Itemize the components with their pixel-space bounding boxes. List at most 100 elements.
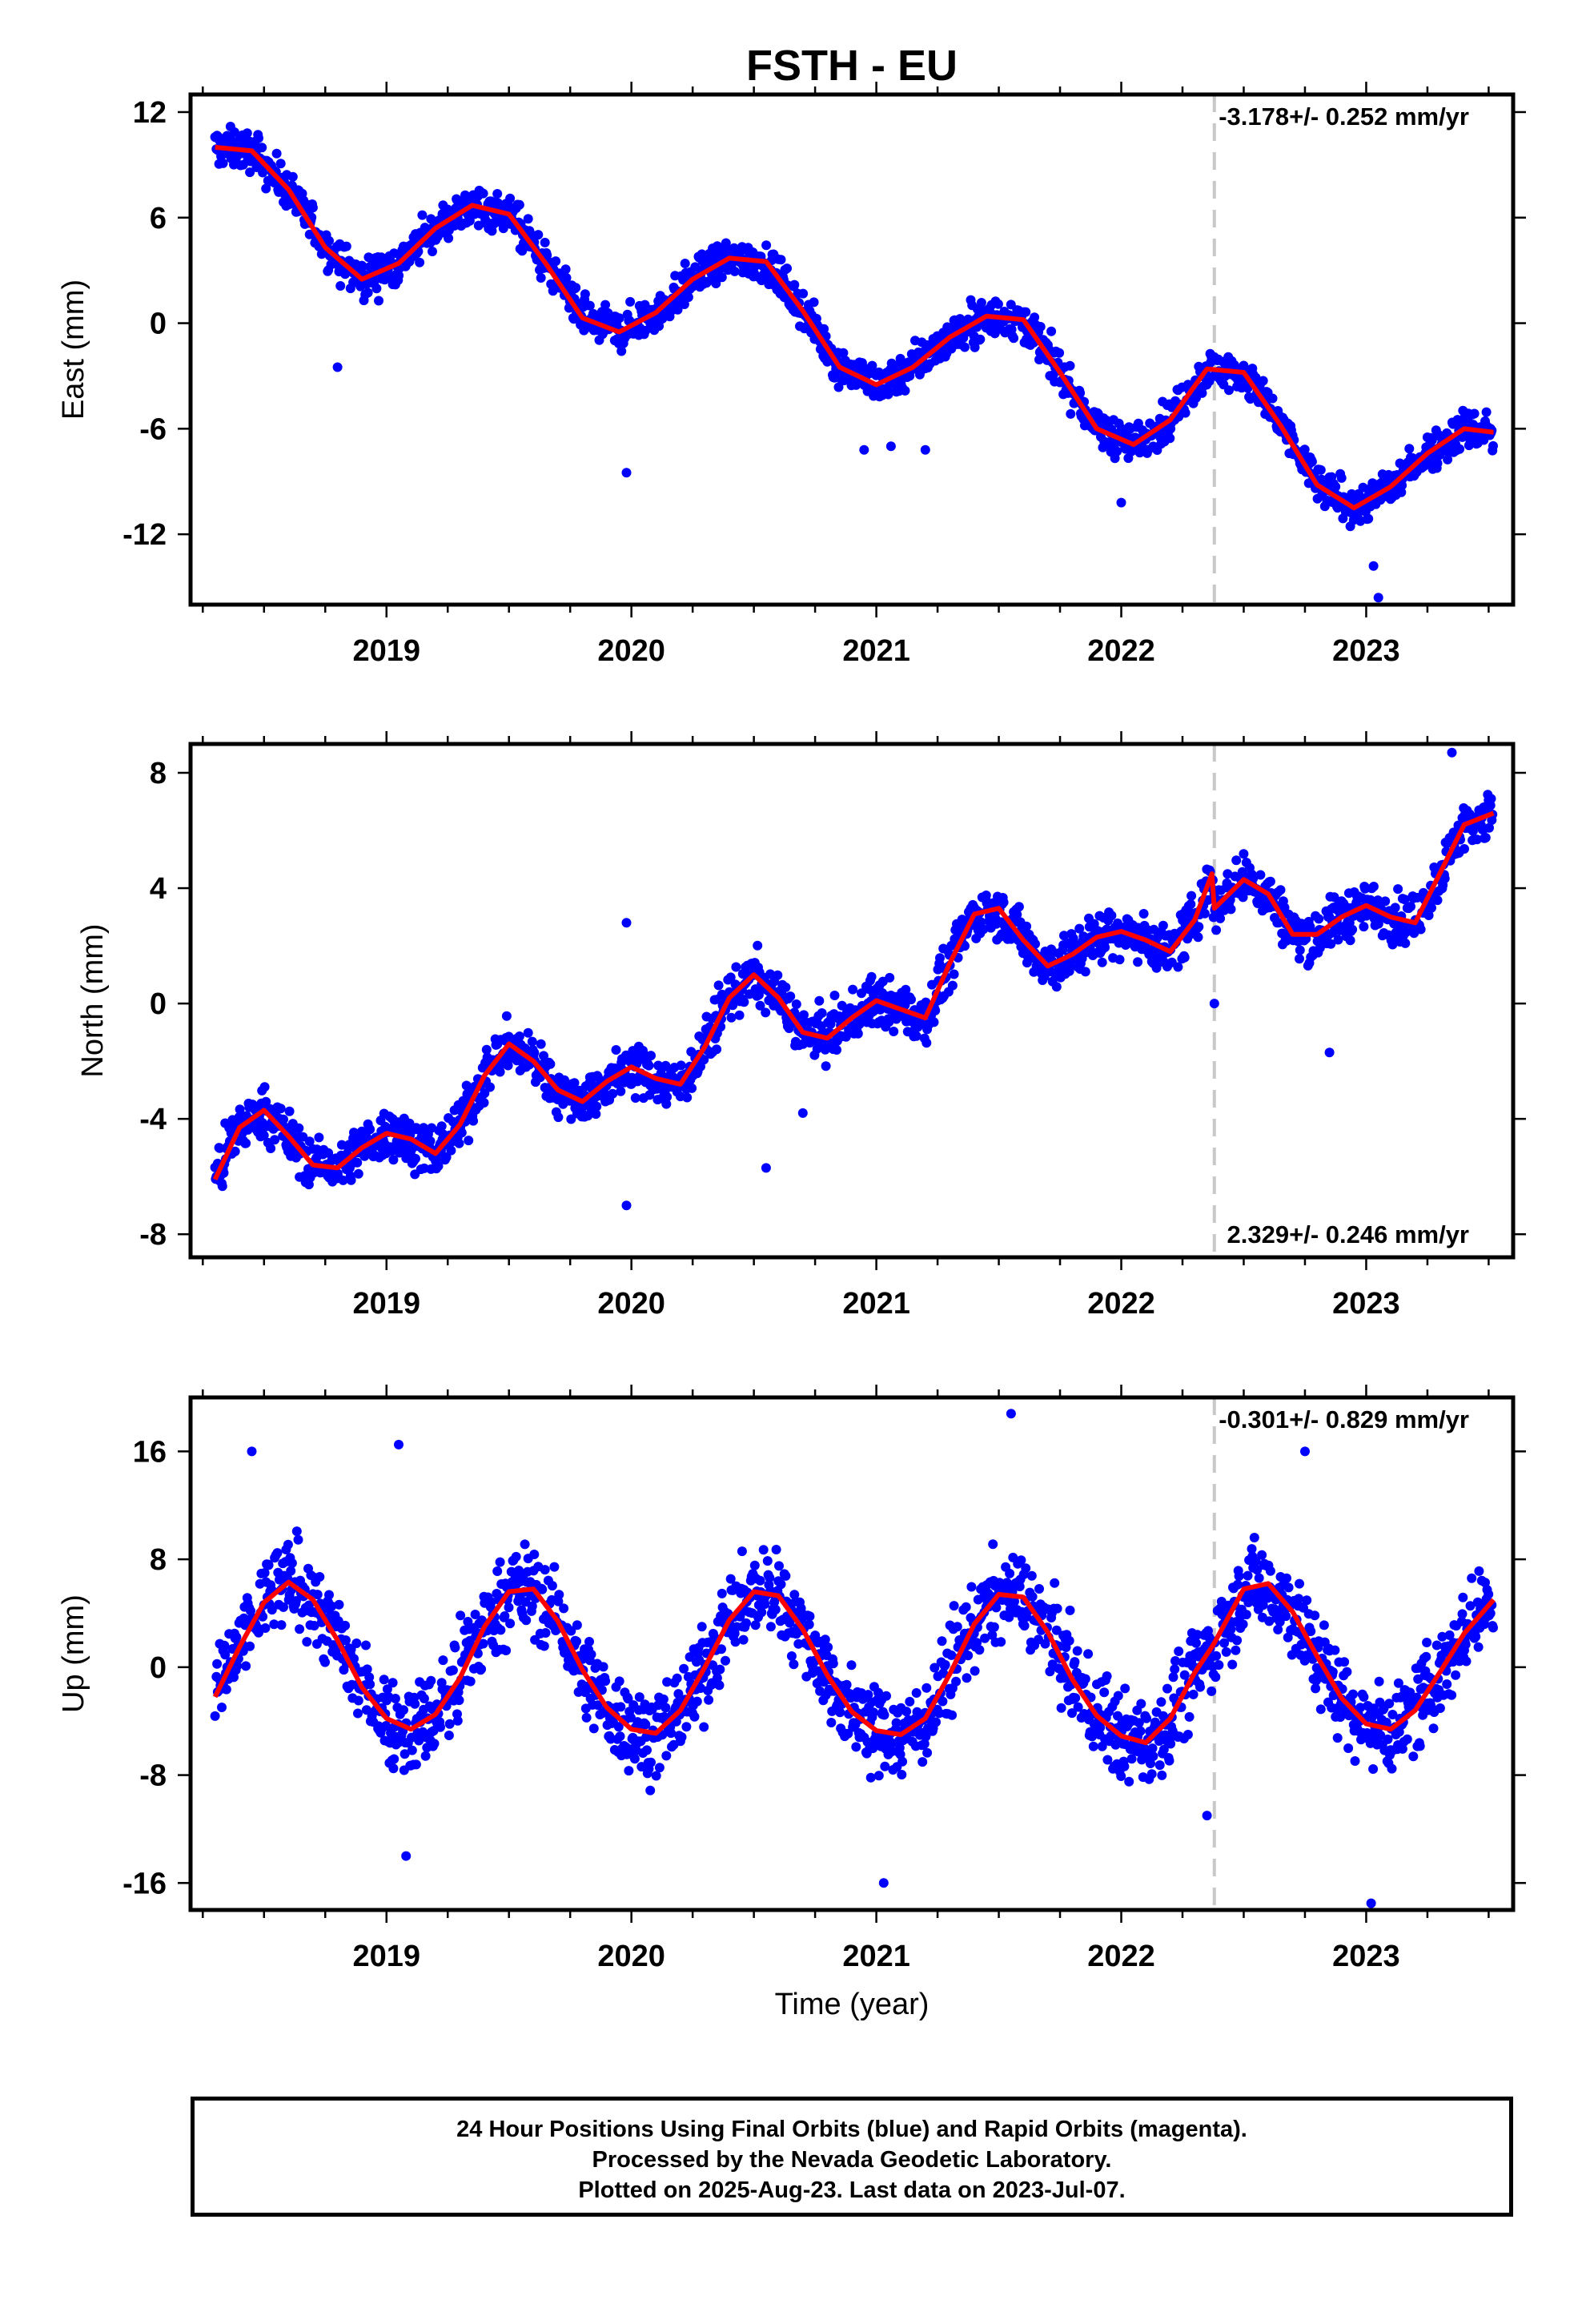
east-y-tick-label: -12 — [122, 518, 167, 552]
up-data-point — [379, 1675, 389, 1685]
up-data-point — [260, 1623, 271, 1633]
north-data-point — [949, 969, 959, 979]
up-data-point — [210, 1711, 220, 1721]
up-data-point — [1080, 1674, 1090, 1684]
north-data-point — [261, 1096, 271, 1107]
north-data-point — [853, 1028, 863, 1039]
north-data-point — [1100, 943, 1110, 952]
east-data-point — [560, 264, 571, 275]
up-data-point — [721, 1655, 730, 1666]
north-data-point — [621, 1200, 632, 1211]
up-data-point — [241, 1661, 251, 1671]
north-data-point — [468, 1116, 479, 1126]
up-data-point — [771, 1545, 781, 1554]
up-data-point — [952, 1622, 962, 1632]
east-data-point — [523, 214, 533, 224]
east-data-point — [218, 158, 228, 168]
east-data-point — [324, 235, 334, 246]
north-data-point — [1097, 957, 1107, 967]
up-data-point — [781, 1570, 791, 1581]
up-data-point — [642, 1745, 652, 1755]
north-data-point — [1051, 982, 1062, 992]
north-data-point — [1014, 902, 1024, 912]
north-data-point — [514, 1031, 524, 1041]
up-data-point — [334, 1599, 344, 1610]
north-y-tick-label: 0 — [150, 987, 167, 1021]
up-data-point — [212, 1659, 223, 1669]
up-data-point — [324, 1590, 334, 1600]
north-data-point — [1359, 922, 1369, 932]
up-data-point — [426, 1675, 436, 1686]
east-data-point — [426, 214, 436, 224]
north-data-point — [425, 1136, 436, 1146]
east-data-point — [542, 250, 552, 260]
up-data-point — [677, 1732, 687, 1743]
east-data-point — [600, 300, 611, 310]
east-data-point — [883, 389, 893, 400]
east-data-point — [819, 324, 829, 334]
up-data-point — [765, 1573, 775, 1583]
up-data-point — [1195, 1682, 1205, 1692]
up-data-point — [496, 1625, 506, 1635]
east-data-point — [1258, 376, 1268, 386]
up-data-point — [450, 1642, 460, 1653]
up-data-point — [1184, 1711, 1195, 1722]
north-data-point — [275, 1104, 286, 1114]
north-data-point — [1080, 967, 1090, 977]
east-data-point — [1054, 348, 1065, 358]
north-data-point — [621, 918, 632, 928]
east-y-tick-label: 6 — [150, 202, 167, 235]
up-data-point — [1136, 1699, 1146, 1709]
north-y-tick-label: 8 — [150, 757, 167, 790]
up-data-point — [411, 1759, 421, 1770]
east-data-point — [1455, 444, 1465, 454]
up-data-point — [1064, 1635, 1074, 1646]
up-data-point — [1050, 1578, 1060, 1588]
east-data-point — [1315, 464, 1326, 475]
north-data-point — [1380, 896, 1391, 907]
east-data-point — [540, 237, 550, 247]
north-data-point — [1239, 849, 1249, 859]
east-data-point — [614, 313, 624, 324]
east-data-point — [242, 128, 252, 139]
up-data-point — [1113, 1691, 1123, 1701]
up-data-point — [302, 1637, 312, 1647]
east-data-point — [478, 188, 488, 199]
north-data-point — [1480, 833, 1491, 842]
north-data-point — [411, 1153, 420, 1164]
up-data-point — [1211, 1672, 1221, 1683]
up-data-point — [1211, 1651, 1222, 1661]
up-data-point — [758, 1545, 769, 1555]
north-data-point — [1255, 870, 1266, 880]
north-data-point — [545, 1059, 556, 1069]
east-data-point — [1427, 435, 1437, 445]
up-data-point — [881, 1691, 891, 1701]
east-data-point — [683, 292, 693, 303]
up-data-point — [741, 1618, 751, 1628]
east-x-tick-label: 2022 — [1087, 634, 1155, 668]
up-data-point — [581, 1712, 592, 1723]
up-data-point — [911, 1688, 921, 1698]
north-data-point — [279, 1114, 288, 1124]
north-data-point — [616, 1086, 626, 1096]
north-data-point — [712, 1044, 722, 1055]
north-data-point — [644, 1060, 654, 1071]
up-data-point — [760, 1599, 770, 1609]
up-data-point — [390, 1694, 400, 1703]
east-rate-label: -3.178+/- 0.252 mm/yr — [1219, 103, 1469, 131]
up-data-point — [452, 1715, 463, 1726]
up-data-point — [704, 1695, 714, 1705]
north-data-point — [791, 999, 801, 1009]
up-data-point — [1182, 1730, 1193, 1739]
up-data-point — [1026, 1570, 1037, 1581]
up-data-point — [351, 1638, 362, 1648]
north-data-point — [1390, 903, 1400, 913]
up-data-point — [996, 1637, 1006, 1647]
north-data-point — [479, 1098, 489, 1108]
up-data-point — [320, 1657, 330, 1667]
up-data-point — [588, 1723, 599, 1734]
north-data-point — [353, 1168, 363, 1179]
up-data-point — [658, 1694, 669, 1704]
east-data-point — [729, 266, 740, 276]
up-data-point — [961, 1602, 971, 1612]
